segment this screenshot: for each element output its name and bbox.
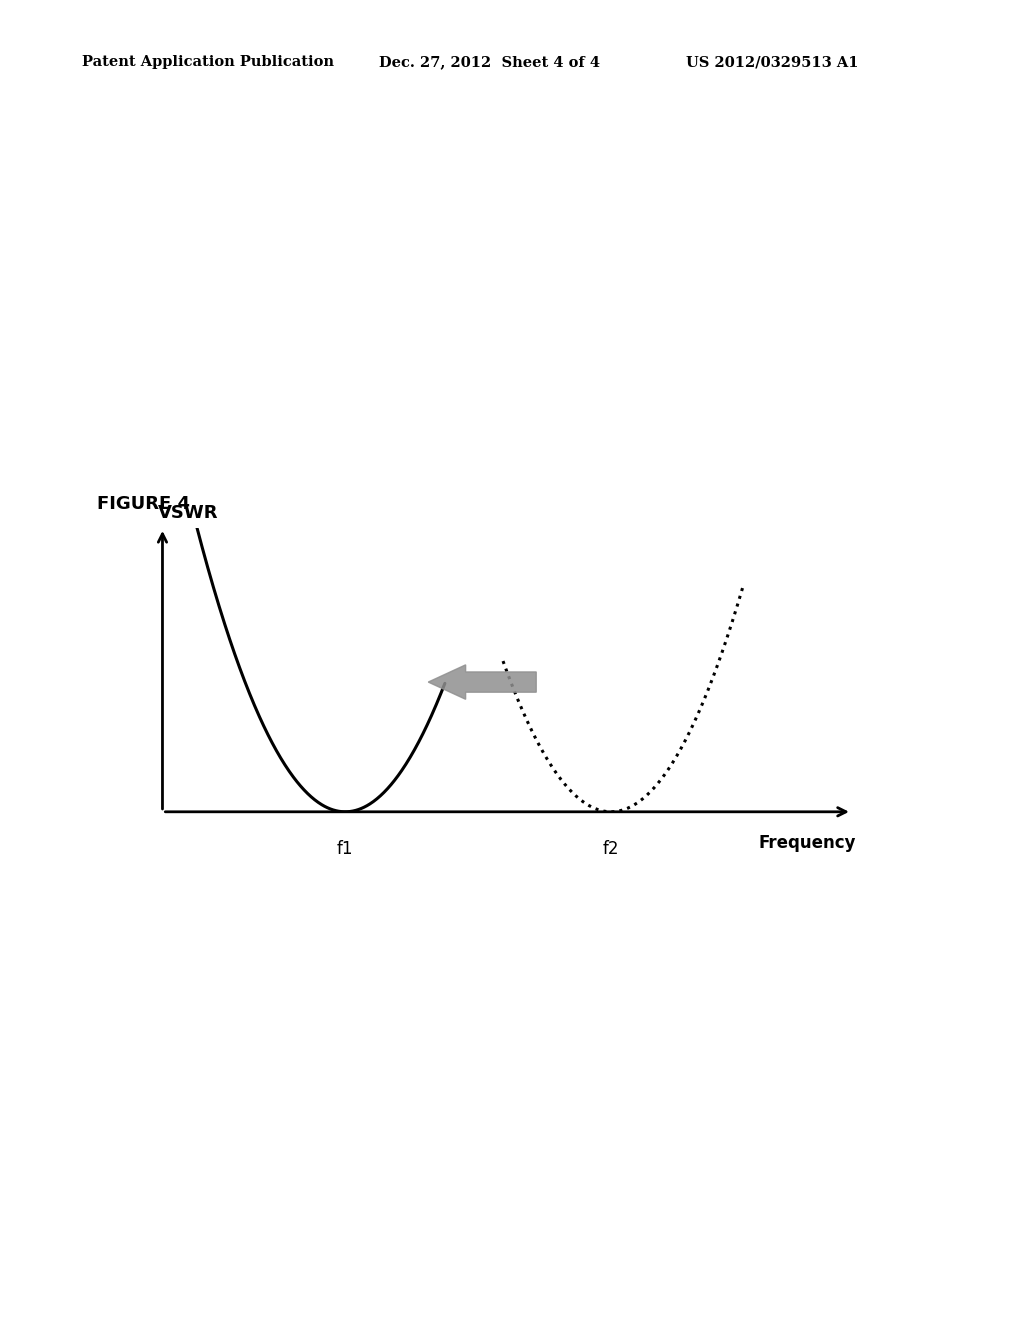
Text: VSWR: VSWR [159, 504, 219, 523]
Text: US 2012/0329513 A1: US 2012/0329513 A1 [686, 55, 858, 70]
FancyArrow shape [428, 665, 537, 700]
Text: f1: f1 [337, 841, 353, 858]
Text: f2: f2 [603, 841, 620, 858]
Text: Dec. 27, 2012  Sheet 4 of 4: Dec. 27, 2012 Sheet 4 of 4 [379, 55, 600, 70]
Text: Frequency: Frequency [759, 834, 856, 853]
Text: FIGURE 4: FIGURE 4 [97, 495, 190, 513]
Text: Patent Application Publication: Patent Application Publication [82, 55, 334, 70]
